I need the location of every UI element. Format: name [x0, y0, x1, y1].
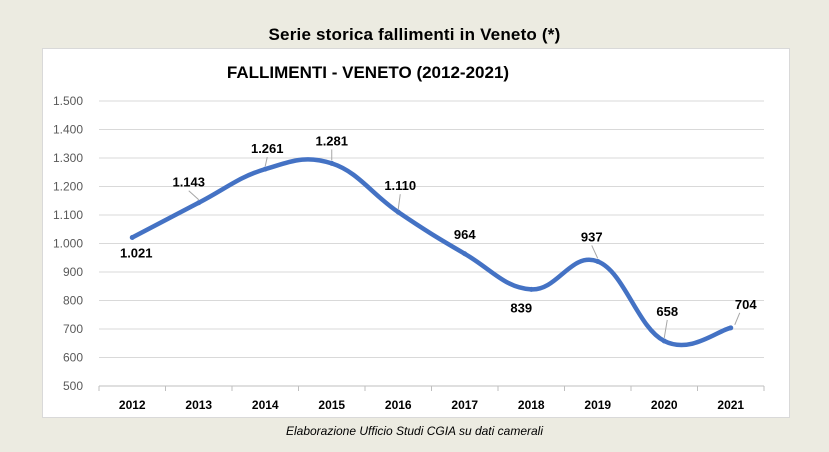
y-tick-label: 600	[63, 351, 83, 365]
x-tick-label: 2020	[651, 398, 678, 412]
x-tick-label: 2013	[185, 398, 212, 412]
x-tick-label: 2014	[252, 398, 279, 412]
line-chart: FALLIMENTI - VENETO (2012-2021) 500 600 70…	[53, 63, 765, 412]
y-tick-label: 1.300	[53, 151, 83, 165]
data-point	[595, 258, 601, 264]
y-tick-label: 800	[63, 294, 83, 308]
data-label: 937	[581, 229, 603, 244]
data-label-leader	[663, 319, 668, 339]
data-point	[462, 251, 468, 257]
page-title: Serie storica fallimenti in Veneto (*)	[268, 25, 561, 44]
data-point	[329, 160, 335, 166]
data-point	[129, 235, 135, 241]
data-point	[728, 325, 734, 331]
data-point	[196, 200, 202, 206]
series-layer	[129, 157, 734, 348]
data-label: 704	[735, 297, 757, 312]
gridlines	[99, 100, 764, 387]
data-label-leader	[397, 194, 401, 210]
x-tick-label: 2021	[717, 398, 744, 412]
y-tick-label: 1.000	[53, 237, 83, 251]
data-label: 1.261	[251, 141, 284, 156]
data-label: 839	[510, 300, 532, 315]
data-label: 1.281	[315, 133, 348, 148]
data-point	[395, 209, 401, 215]
x-tick-label: 2018	[518, 398, 545, 412]
data-point	[262, 166, 268, 172]
data-label: 1.110	[384, 178, 416, 193]
y-tick-label: 1.500	[53, 94, 83, 108]
y-tick-label: 900	[63, 265, 83, 279]
data-label: 964	[454, 227, 476, 242]
series-line	[130, 157, 733, 348]
data-label-leader	[591, 245, 599, 259]
data-label: 1.143	[172, 175, 205, 190]
y-tick-label: 500	[63, 379, 83, 393]
x-tick-label: 2017	[451, 398, 478, 412]
y-tick-label: 700	[63, 322, 83, 336]
chart-area: FALLIMENTI - VENETO (2012-2021) 500 600 70…	[42, 48, 790, 418]
data-point	[528, 286, 534, 292]
data-point	[661, 338, 667, 344]
data-label-leader	[264, 157, 268, 167]
data-label: 1.021	[120, 246, 153, 261]
source-caption: Elaborazione Ufficio Studi CGIA su dati …	[285, 424, 543, 438]
x-tick-label: 2015	[318, 398, 345, 412]
x-tick-label: 2016	[385, 398, 412, 412]
x-axis: 2012 2013 2014 2015 2016 2017 2018 2019 2020 2021	[98, 386, 765, 412]
data-label: 658	[656, 304, 678, 319]
chart-title: FALLIMENTI - VENETO (2012-2021)	[227, 63, 509, 82]
y-tick-label: 1.400	[53, 123, 83, 137]
x-tick-label: 2019	[584, 398, 611, 412]
data-labels: 1.021 1.143 1.261 1.281 1.110 964 839 937 658 704	[120, 133, 757, 339]
data-label-leader	[734, 312, 741, 326]
y-axis: 500 600 700 800 900 1.000 1.100 1.200 1.300 1.400…	[53, 94, 83, 393]
data-label-leader	[188, 190, 200, 201]
x-tick-label: 2012	[119, 398, 146, 412]
y-tick-label: 1.200	[53, 180, 83, 194]
y-tick-label: 1.100	[53, 208, 83, 222]
